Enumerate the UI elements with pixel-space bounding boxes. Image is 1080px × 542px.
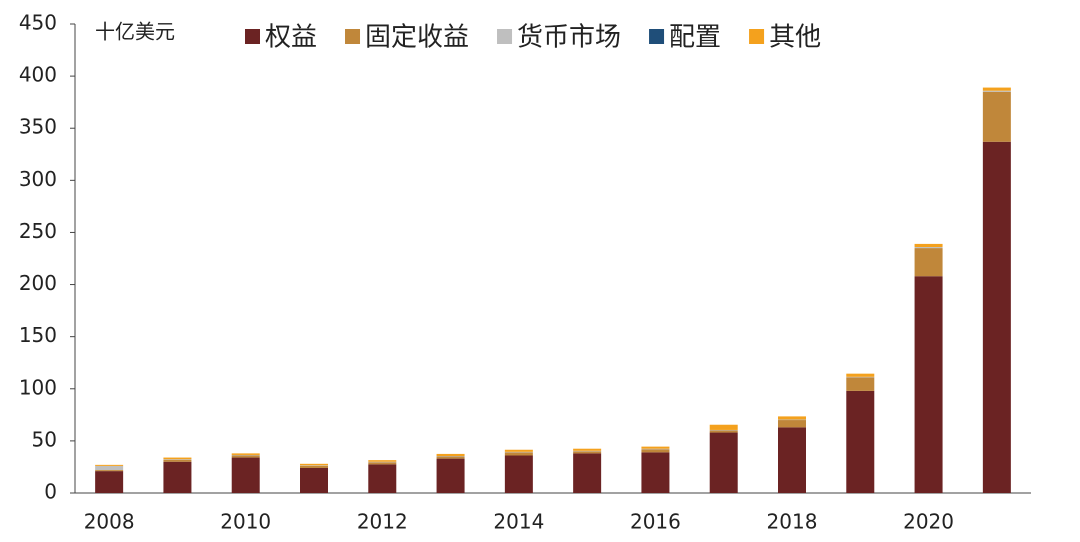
bar-segment	[436, 458, 465, 493]
bar-segment	[846, 373, 875, 377]
legend-swatch	[497, 29, 513, 44]
bar-segment	[95, 471, 124, 493]
legend-label: 其他	[769, 23, 821, 53]
bar-segment	[504, 455, 533, 493]
x-tick-label: 2014	[493, 510, 544, 534]
legend-label: 固定收益	[365, 23, 469, 53]
legend-label: 配置	[669, 23, 721, 53]
bar-segment	[300, 467, 328, 493]
x-tick-label: 2010	[220, 510, 271, 534]
y-tick-label: 350	[19, 115, 57, 139]
bar-segment	[641, 448, 670, 450]
bar-segment	[368, 460, 397, 462]
bar-segment	[914, 248, 943, 277]
bar-segment	[504, 451, 533, 453]
bar-segment	[982, 141, 1011, 493]
bar-segment	[982, 90, 1011, 92]
bar-segment	[573, 451, 602, 454]
bar-segment	[504, 449, 533, 452]
bar-segment	[573, 453, 602, 493]
x-tick-label: 2020	[903, 510, 954, 534]
bar-segment	[982, 87, 1011, 91]
bar-segment	[778, 427, 806, 493]
bar-segment	[573, 450, 602, 452]
bar-segment	[709, 424, 738, 430]
legend-swatch	[749, 29, 765, 44]
bar-segment	[573, 448, 602, 451]
bar-segment	[709, 429, 738, 431]
bar-segment	[231, 457, 260, 493]
bar-segment	[163, 459, 192, 460]
x-tick-label: 2012	[357, 510, 408, 534]
bar-segment	[368, 461, 397, 463]
bar-segment	[95, 470, 124, 472]
y-tick-label: 250	[19, 219, 57, 243]
bar-segment	[914, 243, 943, 248]
bar-segment	[778, 416, 806, 420]
y-tick-label: 400	[19, 63, 57, 87]
bar-segment	[846, 376, 875, 378]
legend-label: 权益	[265, 23, 317, 53]
bar-segment	[95, 464, 124, 466]
legend-label: 货币市场	[517, 23, 621, 53]
bar-segment	[436, 456, 465, 457]
x-tick-label: 2008	[84, 510, 135, 534]
bar-segment	[300, 465, 328, 466]
x-tick-label: 2016	[630, 510, 681, 534]
bar-segment	[504, 452, 533, 456]
legend-swatch	[245, 29, 260, 44]
y-tick-label: 150	[19, 323, 57, 347]
bar-segment	[641, 446, 670, 449]
bar-segment	[914, 276, 943, 493]
bar-segment	[846, 390, 875, 493]
bar-segment	[368, 462, 397, 465]
bar-segment	[231, 453, 260, 455]
y-tick-label: 0	[44, 480, 57, 504]
bar-segment	[846, 377, 875, 391]
bar-segment	[95, 465, 124, 471]
bar-segment	[436, 456, 465, 459]
bar-segment	[982, 91, 1011, 142]
bar-segment	[641, 452, 670, 493]
y-tick-label: 200	[19, 271, 57, 295]
bar-segment	[368, 464, 397, 493]
bar-segment	[163, 457, 192, 460]
bar-segment	[231, 454, 260, 456]
bar-segment	[709, 430, 738, 433]
bar-segment	[914, 247, 943, 249]
y-tick-label: 50	[32, 427, 57, 451]
bar-segment	[436, 453, 465, 457]
legend-swatch	[345, 29, 361, 44]
bar-segment	[641, 449, 670, 453]
x-tick-label: 2018	[767, 510, 818, 534]
y-axis-unit: 十亿美元	[95, 20, 175, 44]
bar-segment	[163, 461, 192, 493]
legend-swatch	[649, 29, 665, 44]
bar-segment	[300, 465, 328, 468]
bar-segment	[709, 432, 738, 493]
bar-segment	[778, 420, 806, 428]
bar-segment	[163, 459, 192, 462]
bar-segment	[231, 455, 260, 458]
y-tick-label: 100	[19, 375, 57, 399]
bar-segment	[778, 419, 806, 421]
y-tick-label: 450	[19, 11, 57, 35]
y-tick-label: 300	[19, 167, 57, 191]
bar-segment	[300, 463, 328, 466]
